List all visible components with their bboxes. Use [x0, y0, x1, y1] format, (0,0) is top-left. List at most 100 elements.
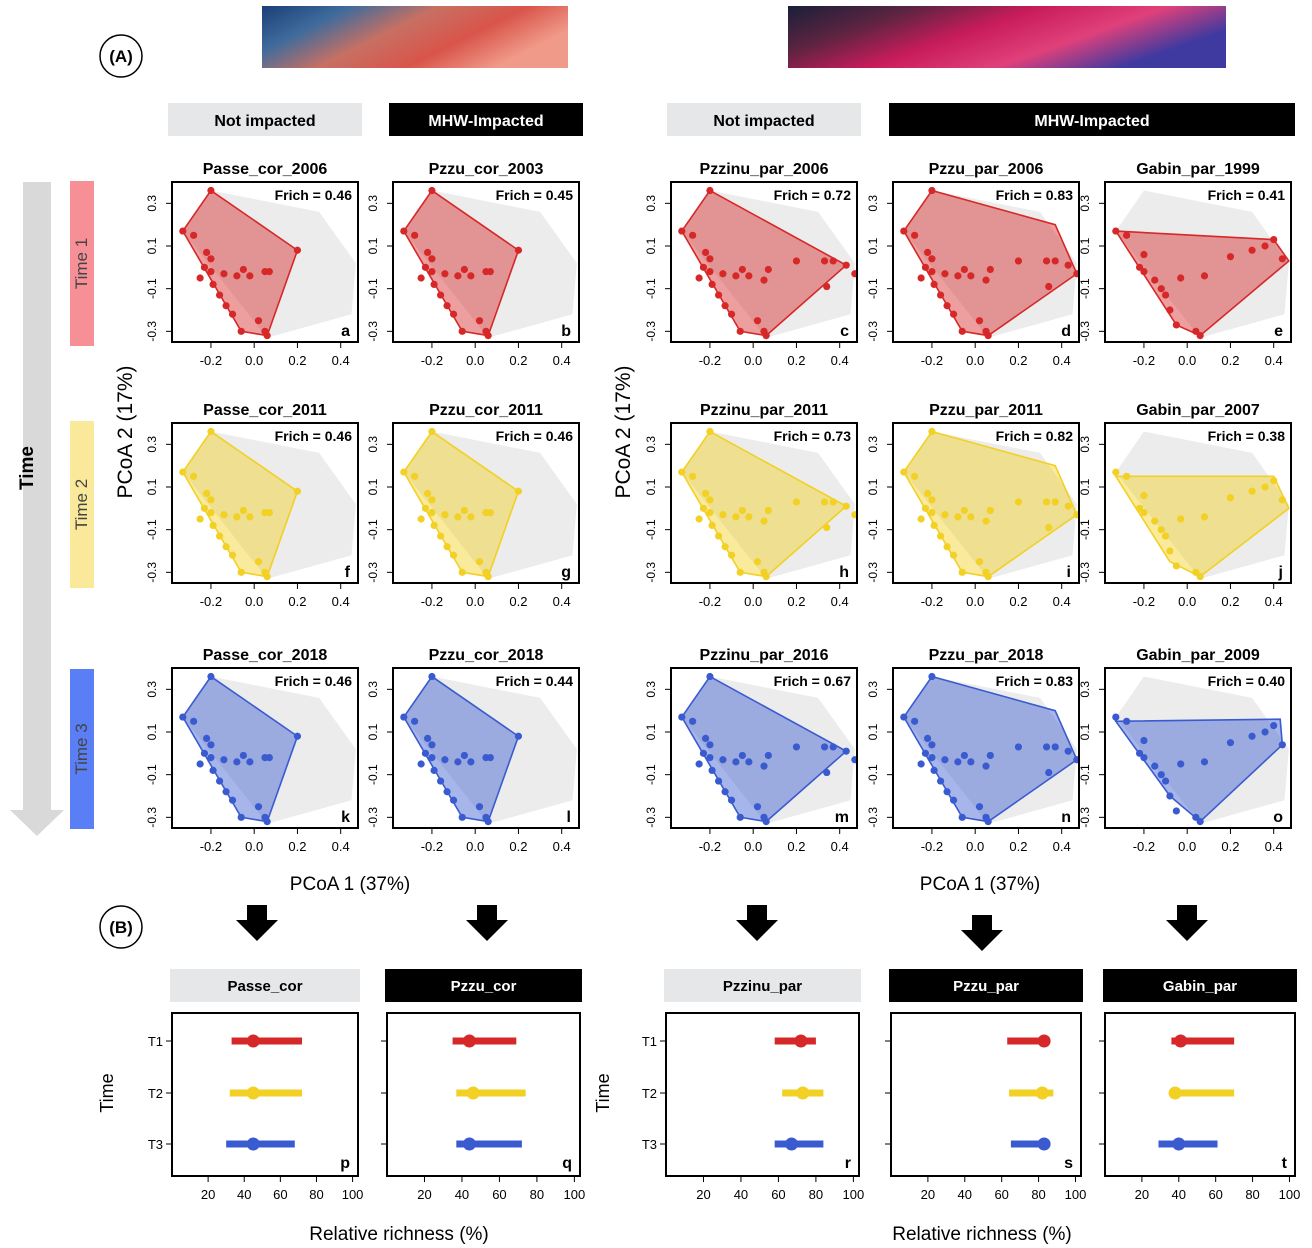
- x-tick-label: 100: [1065, 1187, 1087, 1202]
- data-point: [702, 489, 710, 497]
- data-point: [254, 558, 263, 566]
- data-point: [820, 257, 829, 265]
- data-point: [207, 427, 215, 436]
- data-point: [1045, 768, 1053, 777]
- panel-b-circle: [99, 905, 143, 949]
- time-arrow-head: [10, 810, 64, 836]
- y-tick-label: 0.3: [644, 195, 658, 212]
- convex-hull: [181, 430, 299, 578]
- data-point: [1151, 276, 1159, 284]
- richness-header: [385, 969, 582, 1002]
- data-point: [967, 513, 975, 521]
- data-point: [220, 756, 228, 764]
- data-point: [708, 766, 716, 775]
- x-tick-label: -0.2: [421, 839, 443, 854]
- data-point: [228, 551, 237, 559]
- data-point: [1045, 523, 1053, 532]
- panel-a-label: (A): [109, 47, 133, 66]
- data-point: [967, 272, 975, 280]
- y-tick-label: 0.3: [1078, 681, 1092, 698]
- x-tick-label: 0.4: [1053, 353, 1071, 368]
- data-point: [430, 280, 438, 288]
- convex-hull: [402, 430, 520, 578]
- data-point: [1157, 771, 1165, 779]
- y-tick-label: -0.1: [1078, 764, 1092, 785]
- data-point: [1140, 508, 1148, 517]
- data-point: [936, 291, 945, 299]
- gray-hull: [681, 190, 855, 338]
- gray-hull: [403, 676, 577, 824]
- data-point: [190, 472, 198, 480]
- y-tick-label: -0.3: [1078, 321, 1092, 342]
- panel-title: Pzzu_cor_2003: [429, 161, 544, 178]
- data-point: [514, 487, 523, 495]
- data-point: [984, 332, 992, 340]
- panel-plot-area: [900, 427, 1079, 581]
- data-point: [930, 521, 938, 530]
- data-point: [732, 758, 740, 766]
- y-tick-label: T1: [148, 1034, 163, 1049]
- panel-plot-area: [179, 672, 356, 826]
- data-point: [708, 280, 716, 288]
- data-point: [237, 327, 245, 335]
- richness-header-label: Pzzu_par: [953, 978, 1019, 995]
- data-point: [417, 274, 425, 282]
- data-point: [792, 498, 801, 506]
- data-point: [514, 246, 523, 254]
- data-point: [1248, 246, 1256, 254]
- y-tick-label: -0.3: [1078, 807, 1092, 828]
- data-point: [475, 803, 484, 811]
- data-point: [1073, 270, 1079, 278]
- data-point: [1166, 547, 1174, 555]
- mean-point-T3: [462, 1137, 476, 1151]
- panel-frame: [665, 1012, 860, 1177]
- panel-letter: h: [839, 564, 849, 581]
- panel-frame: [892, 667, 1080, 829]
- data-point: [930, 280, 938, 288]
- data-point: [179, 227, 187, 235]
- frich-label: Frich = 0.46: [275, 187, 353, 203]
- convex-hull: [402, 189, 520, 337]
- data-point: [721, 302, 729, 310]
- data-point: [411, 472, 419, 480]
- data-point: [820, 498, 829, 506]
- data-point: [719, 756, 727, 764]
- data-point: [428, 427, 436, 436]
- data-point: [467, 758, 475, 766]
- data-point: [842, 502, 850, 510]
- x-tick-label: 0.4: [332, 353, 350, 368]
- data-point: [727, 310, 736, 318]
- data-point: [1161, 777, 1170, 785]
- data-point: [190, 231, 198, 239]
- x-tick-label: 100: [342, 1187, 364, 1202]
- data-point: [708, 521, 716, 530]
- richness-header: [1103, 969, 1297, 1002]
- x-tick-label: 80: [1031, 1187, 1045, 1202]
- x-tick-label: 0.2: [1221, 839, 1239, 854]
- x-tick-label: 0.4: [1265, 594, 1283, 609]
- data-point: [1248, 487, 1256, 495]
- data-point: [228, 310, 237, 318]
- pcoa-panel-l: Pzzu_cor_2018 Frich = 0.44 l -0.2 0.0 0.2 0.4 0…: [366, 647, 580, 854]
- panel-frame: [1104, 422, 1292, 584]
- y-tick-label: 0.3: [1078, 436, 1092, 453]
- data-point: [1042, 257, 1051, 265]
- data-point: [921, 749, 930, 757]
- data-point: [209, 280, 217, 288]
- y-tick-label: -0.3: [644, 321, 658, 342]
- panel-title: Pzzu_cor_2018: [429, 647, 544, 664]
- x-tick-label: 0.4: [1265, 353, 1283, 368]
- y-tick-label: 0.1: [866, 237, 880, 254]
- y-tick-label: 0.3: [644, 436, 658, 453]
- gray-hull: [1115, 190, 1289, 338]
- y-tick-label: -0.3: [866, 321, 880, 342]
- panel-letter: e: [1274, 323, 1283, 340]
- x-tick-label: 20: [201, 1187, 215, 1202]
- x-tick-label: 0.0: [1178, 353, 1196, 368]
- data-point: [1042, 498, 1051, 506]
- data-point: [484, 818, 492, 826]
- data-point: [823, 282, 831, 291]
- data-point: [949, 796, 958, 804]
- y-tick-label: -0.1: [866, 764, 880, 785]
- data-point: [441, 511, 449, 519]
